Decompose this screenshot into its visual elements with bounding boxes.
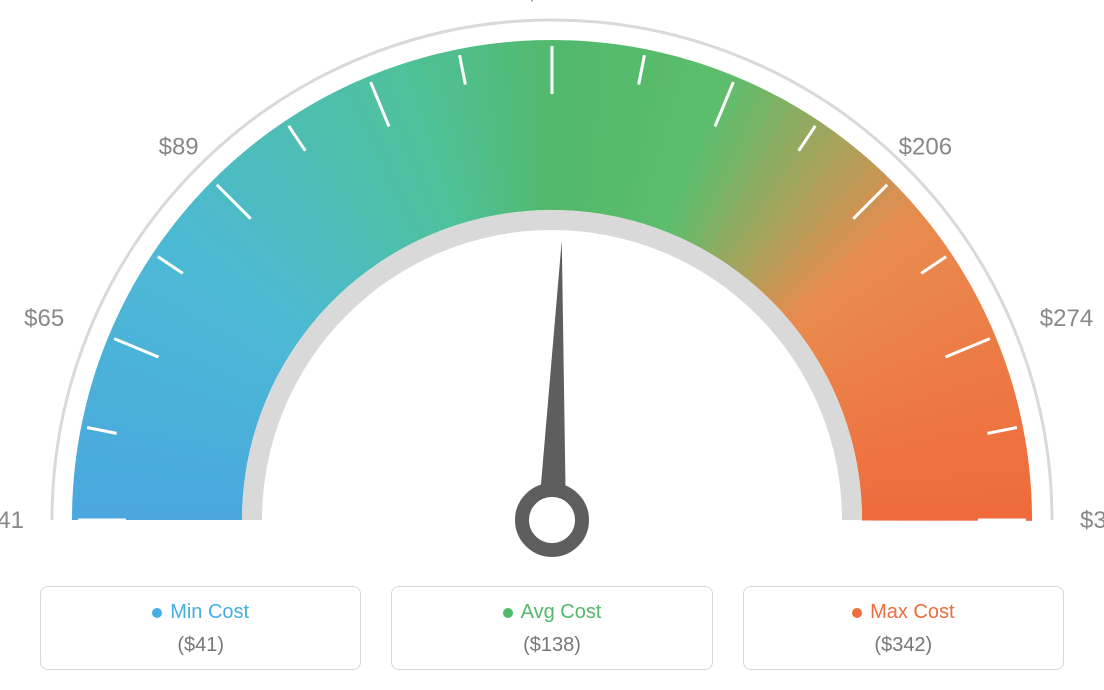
- svg-text:$41: $41: [0, 507, 24, 534]
- svg-text:$274: $274: [1040, 305, 1093, 332]
- legend-value-min: ($41): [51, 634, 350, 657]
- legend-title-max: Max Cost: [852, 601, 954, 624]
- legend-label-max: Max Cost: [870, 601, 954, 624]
- legend-title-avg: Avg Cost: [503, 601, 602, 624]
- svg-text:$206: $206: [899, 134, 952, 161]
- svg-text:$342: $342: [1080, 507, 1104, 534]
- legend-row: Min Cost ($41) Avg Cost ($138) Max Cost …: [40, 586, 1064, 670]
- gauge-svg: $41 $65 $89 $138 $206 $274 $342: [0, 0, 1104, 560]
- legend-dot-avg: [503, 608, 513, 618]
- legend-label-avg: Avg Cost: [521, 601, 602, 624]
- legend-card-min: Min Cost ($41): [40, 586, 361, 670]
- gauge-area: $41 $65 $89 $138 $206 $274 $342: [0, 0, 1104, 560]
- svg-text:$65: $65: [24, 305, 64, 332]
- legend-dot-min: [152, 608, 162, 618]
- legend-label-min: Min Cost: [170, 601, 249, 624]
- cost-gauge-chart: $41 $65 $89 $138 $206 $274 $342 Min Cost ($41)…: [0, 0, 1104, 690]
- svg-text:$138: $138: [525, 0, 578, 6]
- svg-text:$89: $89: [159, 134, 199, 161]
- legend-card-max: Max Cost ($342): [743, 586, 1064, 670]
- legend-title-min: Min Cost: [152, 601, 249, 624]
- legend-value-avg: ($138): [402, 634, 701, 657]
- legend-dot-max: [852, 608, 862, 618]
- legend-value-max: ($342): [754, 634, 1053, 657]
- legend-card-avg: Avg Cost ($138): [391, 586, 712, 670]
